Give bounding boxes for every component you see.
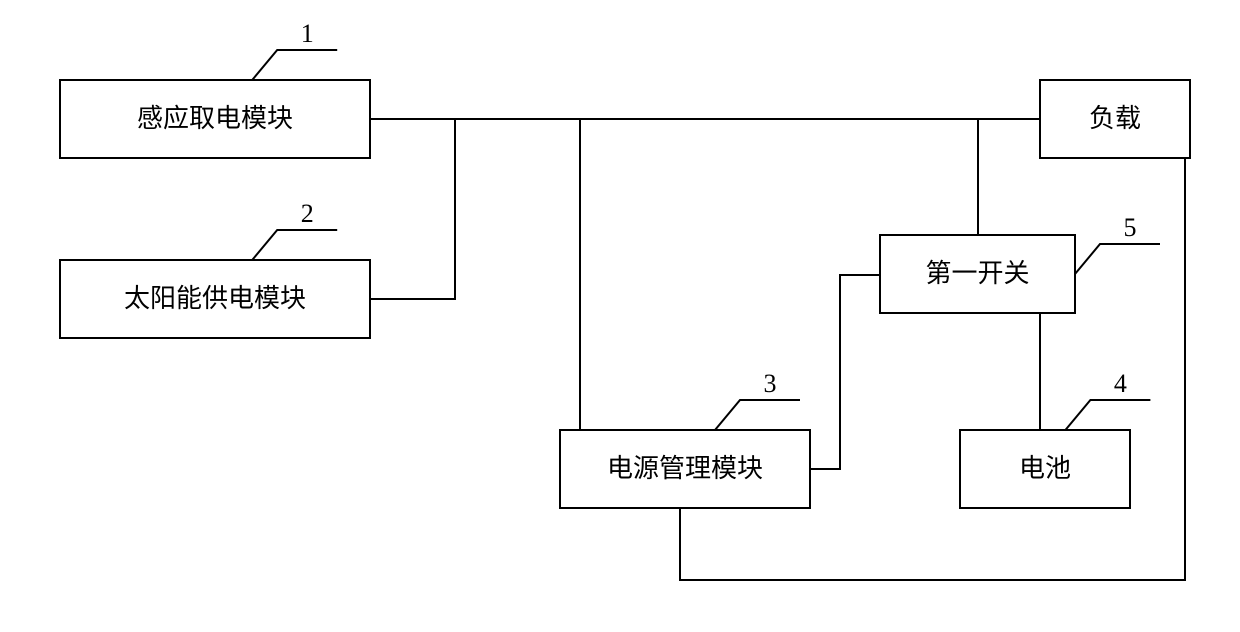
callout-inductive-number: 1 (301, 19, 314, 48)
node-switch1-label: 第一开关 (925, 259, 1029, 288)
callout-inductive (252, 50, 337, 80)
block-diagram: 感应取电模块 1 太阳能供电模块 2 电源管理模块 3 电池 4 第一开关 5 负载 (0, 0, 1240, 632)
callout-switch1 (1075, 244, 1160, 274)
node-inductive: 感应取电模块 1 (60, 19, 370, 158)
callout-pmu (715, 400, 800, 430)
callout-switch1-number: 5 (1124, 213, 1137, 242)
callout-solar-number: 2 (301, 199, 314, 228)
node-pmu: 电源管理模块 3 (560, 369, 810, 508)
callout-battery (1065, 400, 1150, 430)
node-inductive-label: 感应取电模块 (137, 104, 293, 133)
node-switch1: 第一开关 5 (880, 213, 1160, 313)
callout-pmu-number: 3 (764, 369, 777, 398)
node-pmu-label: 电源管理模块 (607, 454, 763, 483)
node-battery-label: 电池 (1019, 454, 1071, 483)
callout-battery-number: 4 (1114, 369, 1127, 398)
node-solar-label: 太阳能供电模块 (124, 284, 306, 313)
wire-solar-to-bus (370, 119, 455, 299)
node-load-label: 负载 (1089, 104, 1141, 133)
node-solar: 太阳能供电模块 2 (60, 199, 370, 338)
wire-pmu-to-switch1 (810, 275, 880, 469)
node-load: 负载 (1040, 80, 1190, 158)
callout-solar (252, 230, 337, 260)
node-battery: 电池 4 (960, 369, 1150, 508)
wire-pmu-to-load (680, 158, 1185, 580)
